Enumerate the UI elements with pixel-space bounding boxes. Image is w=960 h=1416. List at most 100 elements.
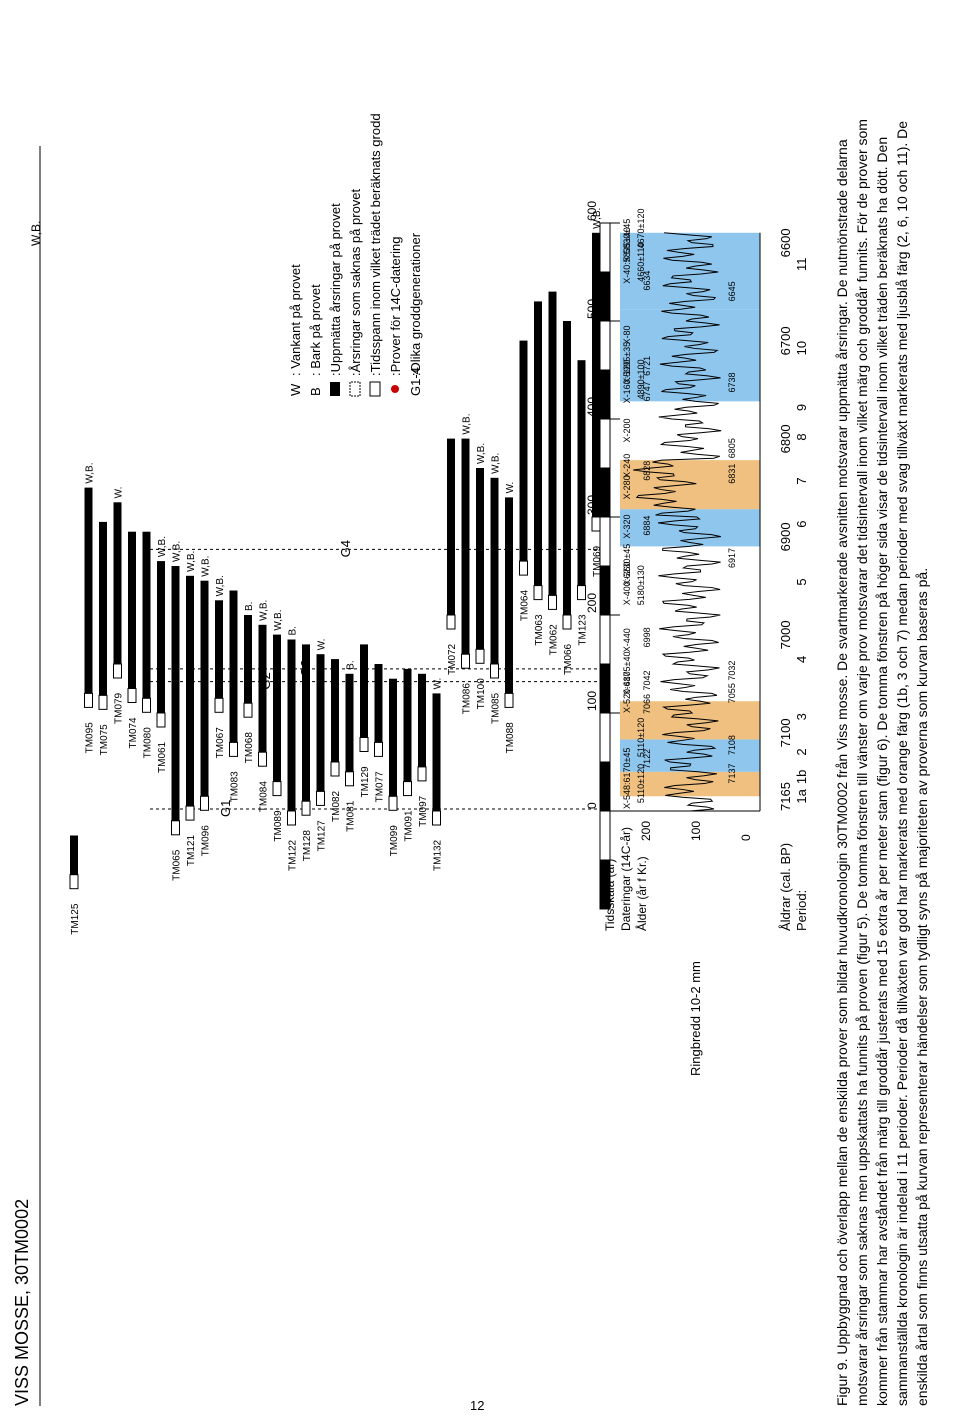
legend-hatched-swatch (349, 381, 361, 397)
scale-segment (599, 663, 611, 714)
legend-text: :Olika groddgenerationer (408, 232, 423, 376)
sample-bar (519, 340, 528, 562)
sample-germ-window (504, 692, 514, 708)
event-label: 6738 (727, 373, 737, 393)
legend-text: : Vankant på provet (288, 264, 303, 376)
age-tick-7000: 7000 (778, 620, 793, 649)
sample-germ-window (142, 697, 151, 713)
age-axis-label: Åldrar (cal. BP) (778, 843, 793, 931)
chart-title: VISS MOSSE, 30TM0002 (12, 1199, 32, 1406)
scale-segment (599, 320, 611, 371)
period-band-3 (620, 701, 760, 740)
legend-symbol: B (308, 387, 323, 396)
legend-text: :Årsringar som saknas på provet (348, 188, 363, 376)
sample-end-mark: W,B. (85, 462, 96, 483)
period-axis-label: Period: (794, 890, 809, 931)
sample-id: TM081 (346, 800, 357, 832)
legend-text: :Prover för 14C-datering (388, 237, 403, 376)
sample-germ-window (185, 805, 195, 821)
sample-id: TM128 (302, 830, 313, 862)
sample-end-mark: W,B. (157, 536, 168, 557)
sample-germ-window (345, 771, 354, 787)
time-tick-label: 600 (585, 201, 599, 221)
sample-id: TM096 (201, 825, 212, 857)
legend-empty-swatch (369, 381, 381, 397)
age-tick-6900: 6900 (778, 522, 793, 551)
sample-id: TM121 (186, 835, 197, 867)
sample-bar (128, 531, 136, 689)
time-tick-label: 200 (585, 593, 599, 613)
sample-bar (99, 521, 107, 696)
dating-entry: X-280 (622, 475, 632, 499)
generation-label-G4: G4 (338, 540, 353, 557)
scale-segment (599, 761, 611, 812)
sample-germ-window (127, 688, 137, 703)
sample-bar (490, 477, 499, 664)
dating-entry: X-360 (622, 562, 632, 586)
sample-end-mark: W,B. (215, 575, 226, 596)
sample-bar (577, 360, 586, 586)
sample-bar (229, 590, 238, 743)
age-tick-6700: 6700 (778, 326, 793, 355)
sample-bar (215, 600, 223, 699)
sample-id: TM065 (172, 849, 183, 881)
event-label: 6884 (642, 516, 652, 536)
sample-bar (432, 693, 441, 811)
sample-germ-window (214, 697, 224, 713)
sample-bar (374, 664, 383, 743)
page-number: 12 (470, 1398, 485, 1413)
sample-bar (302, 644, 310, 802)
sample-id: TM125 (70, 903, 81, 935)
dating-entry: X-520:6175±40 (622, 652, 632, 714)
period-label-2: 2 (794, 748, 809, 755)
sample-id: TM064 (520, 590, 531, 622)
sample-id: TM069 (592, 545, 603, 577)
sample-end-mark: W,B. (491, 453, 502, 474)
legend-text: : Bark på provet (308, 284, 323, 376)
sample-id: TM068 (244, 732, 255, 764)
event-label: 6831 (727, 464, 737, 484)
sample-end-mark: W,B. (186, 551, 197, 572)
dating-entry: X-80 (622, 326, 632, 345)
sample-germ-window (287, 810, 296, 826)
sample-germ-window (533, 585, 543, 601)
sample-id: TM082 (331, 790, 342, 822)
event-label: 6917 (727, 548, 737, 568)
end-note: W,B. (29, 221, 43, 246)
sample-bar (418, 673, 426, 767)
age-tick-7165: 7165 (778, 782, 793, 811)
ring-width-curve (633, 232, 722, 812)
sample-end-mark: W,B. (592, 208, 603, 229)
sample-germ-window (258, 751, 267, 767)
sample-id: TM074 (128, 717, 139, 749)
sample-id: TM097 (418, 795, 429, 827)
sample-bar (84, 487, 93, 694)
sample-end-mark: W,B. (172, 541, 183, 562)
event-label: 7066 (642, 694, 652, 714)
legend-text: :Uppmätta årsringar på provet (328, 203, 343, 376)
dating-entry: X-200 (622, 418, 632, 442)
ring-tick-100: 100 (689, 821, 703, 841)
age-entry: 5110±120 (636, 764, 646, 803)
period-label-1b: 1b (794, 770, 809, 784)
sample-bar (186, 575, 194, 807)
sample-germ-window (243, 702, 253, 718)
sample-end-mark: W. (317, 639, 328, 651)
sample-id: TM089 (273, 810, 284, 842)
age-tick-7100: 7100 (778, 718, 793, 747)
scale-segment (599, 222, 611, 273)
event-label: 7055 (727, 683, 737, 703)
age-entry: 5180±130 (636, 565, 646, 605)
sample-germ-window (562, 614, 572, 630)
sample-end-mark: W. (114, 487, 125, 499)
ring-tick-0: 0 (739, 834, 753, 841)
sample-id: TM100 (476, 678, 487, 710)
sample-end-mark: W,B. (476, 443, 487, 464)
period-band-2 (620, 739, 760, 772)
sample-id: TM077 (375, 771, 386, 803)
event-label: 6998 (642, 627, 652, 647)
sample-id: TM127 (317, 820, 328, 852)
sample-id: TM075 (99, 724, 110, 756)
event-label: 6634 (642, 271, 652, 291)
